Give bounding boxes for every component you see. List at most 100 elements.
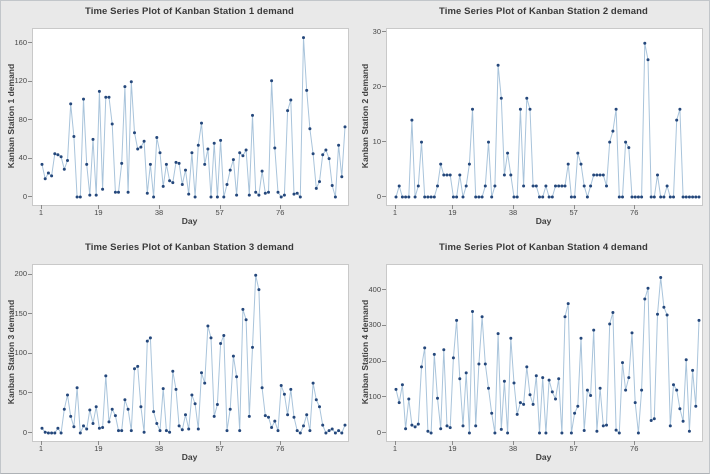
- data-point-marker: [292, 415, 296, 419]
- data-point-marker: [279, 195, 283, 199]
- y-tick-label: 300: [368, 320, 381, 330]
- data-point-marker: [171, 369, 175, 373]
- y-tick-mark: [28, 273, 32, 275]
- x-axis-label: Day: [535, 452, 552, 462]
- data-point-marker: [139, 405, 143, 409]
- data-point-marker: [442, 173, 446, 177]
- x-tick-mark: [513, 441, 514, 445]
- data-point-marker: [652, 195, 656, 199]
- data-point-marker: [525, 96, 529, 100]
- plot-area: [386, 264, 703, 442]
- data-point-marker: [541, 195, 545, 199]
- data-point-marker: [627, 146, 631, 150]
- data-point-marker: [656, 312, 659, 316]
- data-point-marker: [646, 58, 650, 62]
- data-point-marker: [436, 184, 439, 188]
- data-point-marker: [541, 376, 545, 380]
- data-point-marker: [557, 184, 561, 188]
- x-tick-mark: [452, 205, 454, 209]
- data-point-marker: [538, 195, 541, 199]
- data-point-marker: [534, 184, 538, 188]
- data-point-marker: [327, 157, 331, 161]
- chart-panel-station-1: Time Series Plot of Kanban Station 1 dem…: [1, 1, 355, 237]
- data-point-marker: [499, 96, 503, 100]
- y-tick-mark: [28, 119, 32, 121]
- y-tick-label: 80: [18, 114, 27, 124]
- data-point-marker: [184, 413, 187, 417]
- data-point-marker: [305, 413, 309, 417]
- data-point-marker: [184, 168, 187, 172]
- y-tick-mark: [28, 392, 32, 394]
- data-point-marker: [324, 148, 328, 152]
- series-line: [395, 277, 700, 435]
- data-point-marker: [94, 193, 98, 197]
- data-point-marker: [445, 173, 449, 177]
- series-line: [41, 275, 346, 435]
- data-point-marker: [314, 186, 318, 190]
- data-point-marker: [241, 307, 245, 311]
- data-point-marker: [512, 381, 516, 385]
- data-point-marker: [203, 381, 207, 385]
- data-point-marker: [681, 419, 685, 423]
- data-point-marker: [458, 377, 462, 381]
- y-tick-mark: [382, 31, 386, 33]
- data-point-marker: [212, 141, 216, 145]
- x-tick-label: 76: [276, 208, 285, 217]
- data-point-marker: [566, 162, 570, 166]
- data-point-marker: [40, 162, 44, 166]
- x-tick-label: 19: [448, 444, 457, 453]
- data-point-marker: [104, 374, 108, 378]
- data-point-marker: [190, 393, 194, 397]
- y-tick-label: 40: [18, 153, 27, 163]
- data-point-marker: [487, 386, 490, 390]
- y-tick-label: 0: [22, 427, 27, 437]
- data-point-marker: [222, 195, 226, 199]
- data-point-marker: [455, 195, 459, 199]
- data-point-marker: [257, 193, 261, 197]
- data-point-marker: [509, 336, 513, 340]
- data-point-marker: [123, 85, 127, 89]
- data-point-marker: [502, 173, 506, 177]
- x-tick-mark: [159, 205, 160, 209]
- data-point-marker: [343, 125, 347, 129]
- data-point-marker: [286, 413, 290, 417]
- data-point-marker: [117, 429, 120, 433]
- data-point-marker: [423, 346, 427, 350]
- y-tick-mark: [28, 313, 32, 315]
- chart-title: Time Series Plot of Kanban Station 1 dem…: [85, 6, 294, 17]
- data-point-marker: [104, 95, 108, 99]
- data-point-marker: [164, 162, 168, 166]
- data-point-marker: [534, 374, 538, 378]
- data-point-marker: [697, 318, 701, 322]
- data-point-marker: [640, 195, 644, 199]
- data-point-marker: [410, 423, 414, 427]
- data-point-marker: [522, 184, 526, 188]
- data-point-marker: [691, 368, 695, 372]
- data-point-marker: [490, 411, 494, 415]
- x-tick-mark: [219, 205, 221, 209]
- x-tick-label: 38: [154, 444, 164, 453]
- data-point-marker: [569, 195, 573, 199]
- data-point-marker: [164, 429, 168, 433]
- data-point-marker: [467, 431, 471, 435]
- data-point-marker: [107, 420, 111, 424]
- chart-panel-station-3: Time Series Plot of Kanban Station 3 dem…: [1, 237, 355, 473]
- data-point-marker: [155, 136, 159, 139]
- data-point-marker: [235, 193, 239, 197]
- data-point-marker: [209, 195, 213, 199]
- data-point-marker: [222, 334, 226, 337]
- data-point-marker: [241, 154, 245, 158]
- data-point-marker: [46, 171, 50, 175]
- data-point-marker: [681, 195, 685, 199]
- data-point-marker: [321, 423, 325, 427]
- y-tick-mark: [382, 196, 386, 197]
- data-point-marker: [82, 424, 85, 428]
- data-point-marker: [101, 426, 105, 429]
- data-point-marker: [579, 336, 583, 340]
- data-point-marker: [550, 390, 554, 394]
- data-point-marker: [397, 184, 401, 188]
- x-tick-mark: [41, 441, 42, 445]
- data-point-marker: [480, 195, 484, 199]
- y-axis-label: Kanban Station 4 demand: [360, 299, 370, 405]
- data-point-marker: [88, 193, 92, 197]
